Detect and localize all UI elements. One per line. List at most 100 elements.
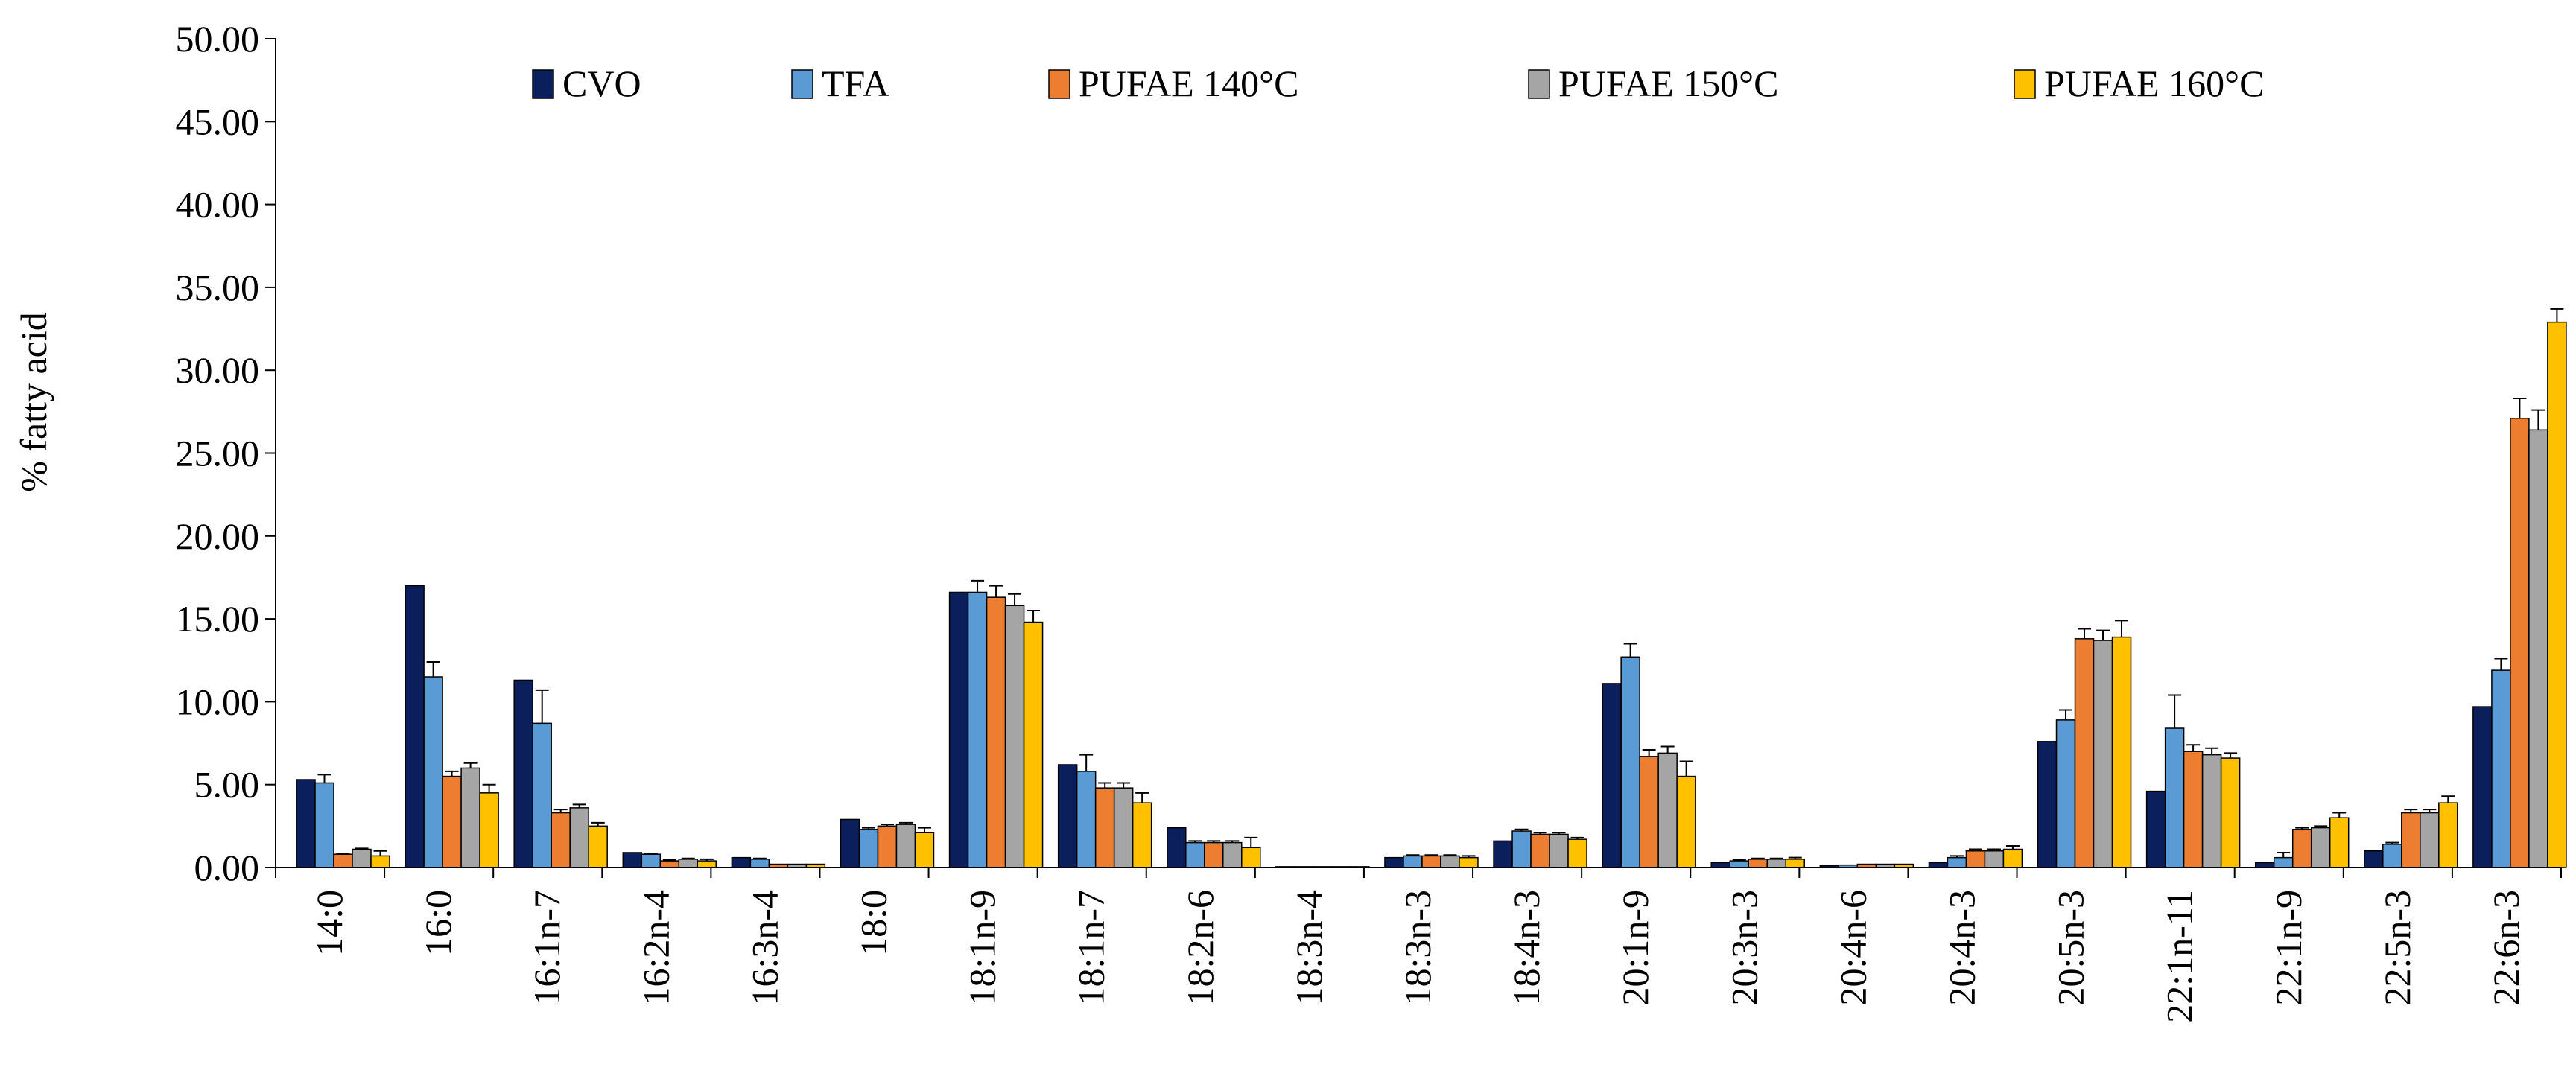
x-tick-label: 22:1n-9: [2268, 890, 2309, 1006]
bar-cvo-18-4n-3: [1493, 840, 1513, 868]
bar-cvo-22-5n-3: [2364, 850, 2384, 868]
bar-tfa-16-2n-4: [641, 853, 662, 868]
x-tick-label: 18:3n-4: [1288, 890, 1330, 1006]
y-tick-label: 15.00: [176, 598, 260, 640]
bar-cvo-20-5n-3: [2037, 741, 2058, 868]
axes: [275, 39, 2561, 868]
bar-tfa-18-2n-6: [1185, 841, 1205, 868]
bar-pufae-140-c-20-4n-3: [1965, 850, 1986, 868]
bar-tfa-22-1n-11: [2164, 727, 2185, 868]
bar-cvo-22-6n-3: [2472, 706, 2493, 868]
legend: CVO TFA PUFAE 140°C PUFAE 150°C PUFAE 160°C: [532, 63, 2265, 104]
bar-cvo-18-1n-9: [948, 591, 969, 868]
bar-pufae-160-c-20-1n-9: [1676, 775, 1696, 868]
bar-pufae-150-c-20-4n-3: [1984, 850, 2005, 868]
bar-pufae-160-c-18-2n-6: [1241, 847, 1261, 868]
bar-tfa-16-3n-4: [749, 859, 770, 868]
legend-swatch-pufae-150-c: [1528, 69, 1550, 99]
x-tick-label: 16:1n-7: [526, 890, 568, 1006]
bar-pufae-160-c-16-0: [479, 792, 499, 868]
bar-pufae-160-c-22-5n-3: [2438, 802, 2458, 868]
x-tick-label: 22:5n-3: [2376, 890, 2418, 1006]
x-tick-label: 18:4n-3: [1506, 890, 1547, 1006]
bar-pufae-160-c-20-3n-3: [1785, 859, 1805, 868]
y-tick-label: 20.00: [176, 515, 260, 557]
bar-pufae-150-c-16-2n-4: [678, 859, 699, 868]
bar-pufae-150-c-18-3n-3: [1440, 855, 1460, 868]
bar-pufae-140-c-22-1n-11: [2183, 751, 2204, 868]
x-tick-label: 18:1n-7: [1070, 890, 1112, 1006]
bar-cvo-22-1n-11: [2145, 790, 2166, 868]
bar-cvo-18-2n-6: [1167, 827, 1187, 868]
y-axis-ticks: 0.00 5.00 10.00 15.00 20.00 25.00 30.00 35.00 40…: [176, 18, 276, 888]
bar-pufae-160-c-20-4n-3: [2002, 848, 2023, 868]
bar-pufae-150-c-22-1n-11: [2201, 754, 2222, 868]
bar-cvo-20-3n-3: [1710, 862, 1730, 868]
bar-pufae-140-c-18-2n-6: [1204, 841, 1224, 868]
x-tick-label: 22:6n-3: [2485, 890, 2527, 1006]
bar-pufae-150-c-18-1n-7: [1113, 787, 1134, 868]
legend-swatch-cvo: [532, 69, 554, 99]
x-tick-label: 16:3n-4: [743, 890, 785, 1006]
bar-cvo-18-1n-7: [1057, 764, 1078, 868]
bar-pufae-150-c-16-0: [460, 767, 480, 868]
bar-pufae-150-c-22-1n-9: [2310, 827, 2331, 868]
x-tick-label: 16:0: [417, 890, 459, 956]
y-axis-label: % fatty acid: [13, 312, 54, 492]
bar-tfa-22-1n-9: [2273, 856, 2294, 868]
bar-tfa-18-4n-3: [1511, 830, 1532, 868]
bar-pufae-150-c-20-1n-9: [1657, 752, 1678, 868]
bar-pufae-150-c-18-4n-3: [1549, 833, 1569, 868]
x-tick-label: 20:4n-6: [1832, 890, 1874, 1006]
bar-pufae-140-c-18-4n-3: [1530, 833, 1550, 868]
x-tick-label: 18:2n-6: [1179, 890, 1221, 1006]
x-tick-label: 20:1n-9: [1614, 890, 1656, 1006]
bar-pufae-140-c-20-5n-3: [2074, 638, 2095, 868]
y-tick-label: 40.00: [176, 184, 260, 226]
bar-tfa-14-0: [314, 782, 334, 868]
bar-tfa-20-3n-3: [1729, 860, 1749, 868]
bar-pufae-150-c-18-0: [895, 824, 916, 868]
bar-pufae-160-c-16-2n-4: [697, 860, 717, 868]
error-bars: [317, 308, 2564, 862]
bar-pufae-140-c-18-3n-3: [1421, 855, 1441, 868]
bar-pufae-140-c-20-1n-9: [1639, 756, 1659, 868]
bar-pufae-160-c-20-5n-3: [2111, 636, 2132, 868]
bar-pufae-140-c-16-1n-7: [551, 812, 571, 868]
legend-swatch-pufae-140-c: [1048, 69, 1070, 99]
bar-pufae-140-c-18-0: [877, 825, 898, 868]
bar-tfa-18-0: [858, 829, 879, 868]
bar-tfa-16-0: [423, 676, 443, 868]
bar-cvo-16-2n-4: [622, 852, 643, 868]
x-tick-label: 16:2n-4: [635, 890, 676, 1006]
bar-tfa-18-3n-3: [1403, 855, 1423, 868]
y-tick-label: 5.00: [194, 764, 260, 806]
bar-pufae-140-c-16-2n-4: [659, 860, 680, 868]
bar-pufae-150-c-18-2n-6: [1222, 841, 1243, 868]
y-tick-label: 35.00: [176, 267, 260, 308]
bar-pufae-150-c-20-3n-3: [1766, 859, 1786, 868]
bar-pufae-160-c-18-3n-3: [1459, 856, 1479, 868]
x-tick-label: 20:4n-3: [1941, 890, 1982, 1006]
bar-cvo-20-1n-9: [1602, 683, 1622, 868]
bar-cvo-14-0: [296, 779, 316, 868]
bar-pufae-160-c-18-1n-9: [1023, 621, 1044, 868]
bar-cvo-20-4n-3: [1928, 862, 1949, 868]
bar-cvo-18-0: [840, 818, 860, 868]
bar-pufae-150-c-20-5n-3: [2093, 640, 2113, 868]
bar-tfa-22-6n-3: [2491, 669, 2511, 868]
x-tick-label: 20:5n-3: [2050, 890, 2092, 1006]
bar-tfa-18-1n-7: [1076, 771, 1097, 868]
legend-label: PUFAE 150°C: [1558, 63, 1779, 104]
bar-pufae-150-c-16-1n-7: [569, 807, 589, 868]
y-tick-label: 45.00: [176, 101, 260, 142]
x-axis-ticks: 14:0 16:0 16:1n-7 16:2n-4 16:3n-4 18:0 18:1n-9…: [275, 867, 2562, 1023]
bar-pufae-150-c-22-5n-3: [2420, 812, 2440, 868]
bar-pufae-140-c-18-1n-9: [986, 596, 1006, 868]
x-tick-label: 22:1n-11: [2159, 890, 2201, 1023]
bar-series: [296, 321, 2567, 868]
bar-cvo-16-0: [405, 585, 425, 868]
legend-label: TFA: [822, 63, 889, 104]
x-tick-label: 18:3n-3: [1397, 890, 1438, 1006]
